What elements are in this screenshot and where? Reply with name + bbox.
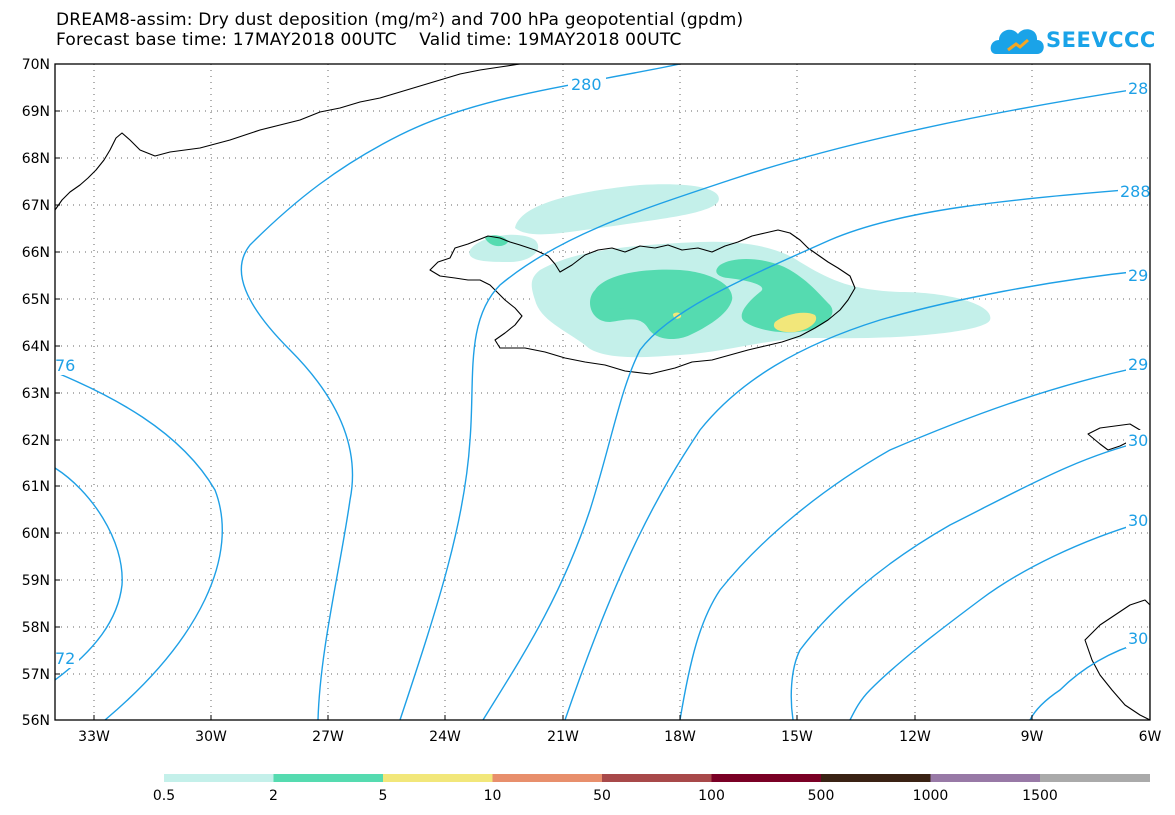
contour-label: 76	[55, 356, 75, 375]
contour-label: 30	[1128, 511, 1148, 530]
cloud-logo-icon	[990, 29, 1044, 54]
lat-label: 59N	[22, 573, 50, 589]
lon-label: 21W	[547, 729, 579, 745]
contour-line	[679, 364, 1150, 720]
lon-label: 12W	[899, 729, 931, 745]
contour-line	[55, 371, 223, 720]
map-title-line1: DREAM8-assim: Dry dust deposition (mg/m²…	[56, 10, 744, 30]
lat-label: 61N	[22, 479, 50, 495]
lon-label: 33W	[78, 729, 110, 745]
dust-area-light-west	[469, 234, 539, 262]
seevccc-logo: SEEVCCC	[990, 20, 1155, 60]
lat-label: 58N	[22, 620, 50, 636]
colorbar-swatch	[930, 774, 1041, 782]
colorbar-label: 10	[484, 788, 502, 804]
lat-label: 64N	[22, 339, 50, 355]
colorbar-label: 5	[379, 788, 388, 804]
contour-label: 30	[1128, 431, 1148, 450]
lat-label: 56N	[22, 713, 50, 729]
contour-line	[240, 64, 681, 720]
contour-label: 30	[1128, 629, 1148, 648]
lon-label: 9W	[1021, 729, 1044, 745]
colorbar-swatches	[164, 774, 1150, 782]
map-background	[55, 64, 1150, 720]
colorbar-label: 100	[698, 788, 725, 804]
dust-area-medium-small	[608, 308, 630, 320]
contour-line	[482, 187, 1150, 720]
coastlines	[55, 64, 1150, 720]
map-title-line2: Forecast base time: 17MAY2018 00UTC Vali…	[56, 30, 682, 50]
lat-label: 63N	[22, 386, 50, 402]
contour-labels: 280 28 288 29 29 30 30 30 76 72	[55, 74, 1151, 668]
lon-label: 6W	[1139, 729, 1162, 745]
lon-label: 18W	[664, 729, 696, 745]
colorbar-swatch	[1040, 774, 1150, 782]
contour-label: 29	[1128, 266, 1148, 285]
contour-label: 288	[1120, 182, 1151, 201]
contour-line	[399, 86, 1150, 720]
coastline-greenland	[55, 64, 521, 211]
colorbar-swatch	[821, 774, 931, 782]
contour-line	[55, 467, 123, 681]
lon-label: 27W	[312, 729, 344, 745]
lat-label: 70N	[22, 57, 50, 73]
lat-label: 60N	[22, 526, 50, 542]
colorbar-swatch	[711, 774, 822, 782]
lat-label: 57N	[22, 667, 50, 683]
contour-label: 280	[571, 75, 602, 94]
dust-area-light-north	[515, 184, 719, 235]
map-gridlines	[55, 64, 1150, 720]
geopotential-contours	[55, 64, 1150, 720]
colorbar-label: 1500	[1022, 788, 1058, 804]
lat-label: 67N	[22, 198, 50, 214]
lat-label: 65N	[22, 292, 50, 308]
lon-label: 24W	[429, 729, 461, 745]
dust-area-medium-nw	[485, 235, 508, 247]
colorbar-swatch	[273, 774, 384, 782]
lat-label: 62N	[22, 433, 50, 449]
colorbar-swatch	[602, 774, 712, 782]
colorbar-label: 0.5	[153, 788, 175, 804]
contour-line	[564, 269, 1150, 720]
colorbar-label: 2	[269, 788, 278, 804]
contour-line	[790, 439, 1150, 720]
contour-label: 28	[1128, 79, 1148, 98]
coastline-scotland	[1084, 599, 1150, 720]
contour-label: 29	[1128, 355, 1148, 374]
contour-line	[849, 519, 1150, 720]
colorbar-labels: 0.5 2 5 10 50 100 500 1000 1500	[153, 788, 1058, 804]
lon-label: 15W	[781, 729, 813, 745]
colorbar-swatch	[492, 774, 603, 782]
axis-ticks	[55, 63, 1151, 721]
lat-label: 68N	[22, 151, 50, 167]
colorbar-swatch	[164, 774, 274, 782]
dust-deposition-shading	[469, 184, 991, 358]
map-frame	[54, 63, 1151, 721]
lat-label: 69N	[22, 104, 50, 120]
dust-area-medium-central	[590, 269, 733, 340]
contour-line	[1029, 639, 1150, 720]
colorbar-label: 500	[808, 788, 835, 804]
colorbar-swatch	[383, 774, 493, 782]
lon-label: 30W	[195, 729, 227, 745]
contour-label: 72	[55, 649, 75, 668]
dust-area-yellow	[773, 312, 817, 333]
coastline-iceland	[429, 229, 856, 375]
lat-label: 66N	[22, 245, 50, 261]
colorbar-label: 50	[593, 788, 611, 804]
logo-text: SEEVCCC	[1046, 28, 1156, 52]
colorbar-label: 1000	[913, 788, 949, 804]
